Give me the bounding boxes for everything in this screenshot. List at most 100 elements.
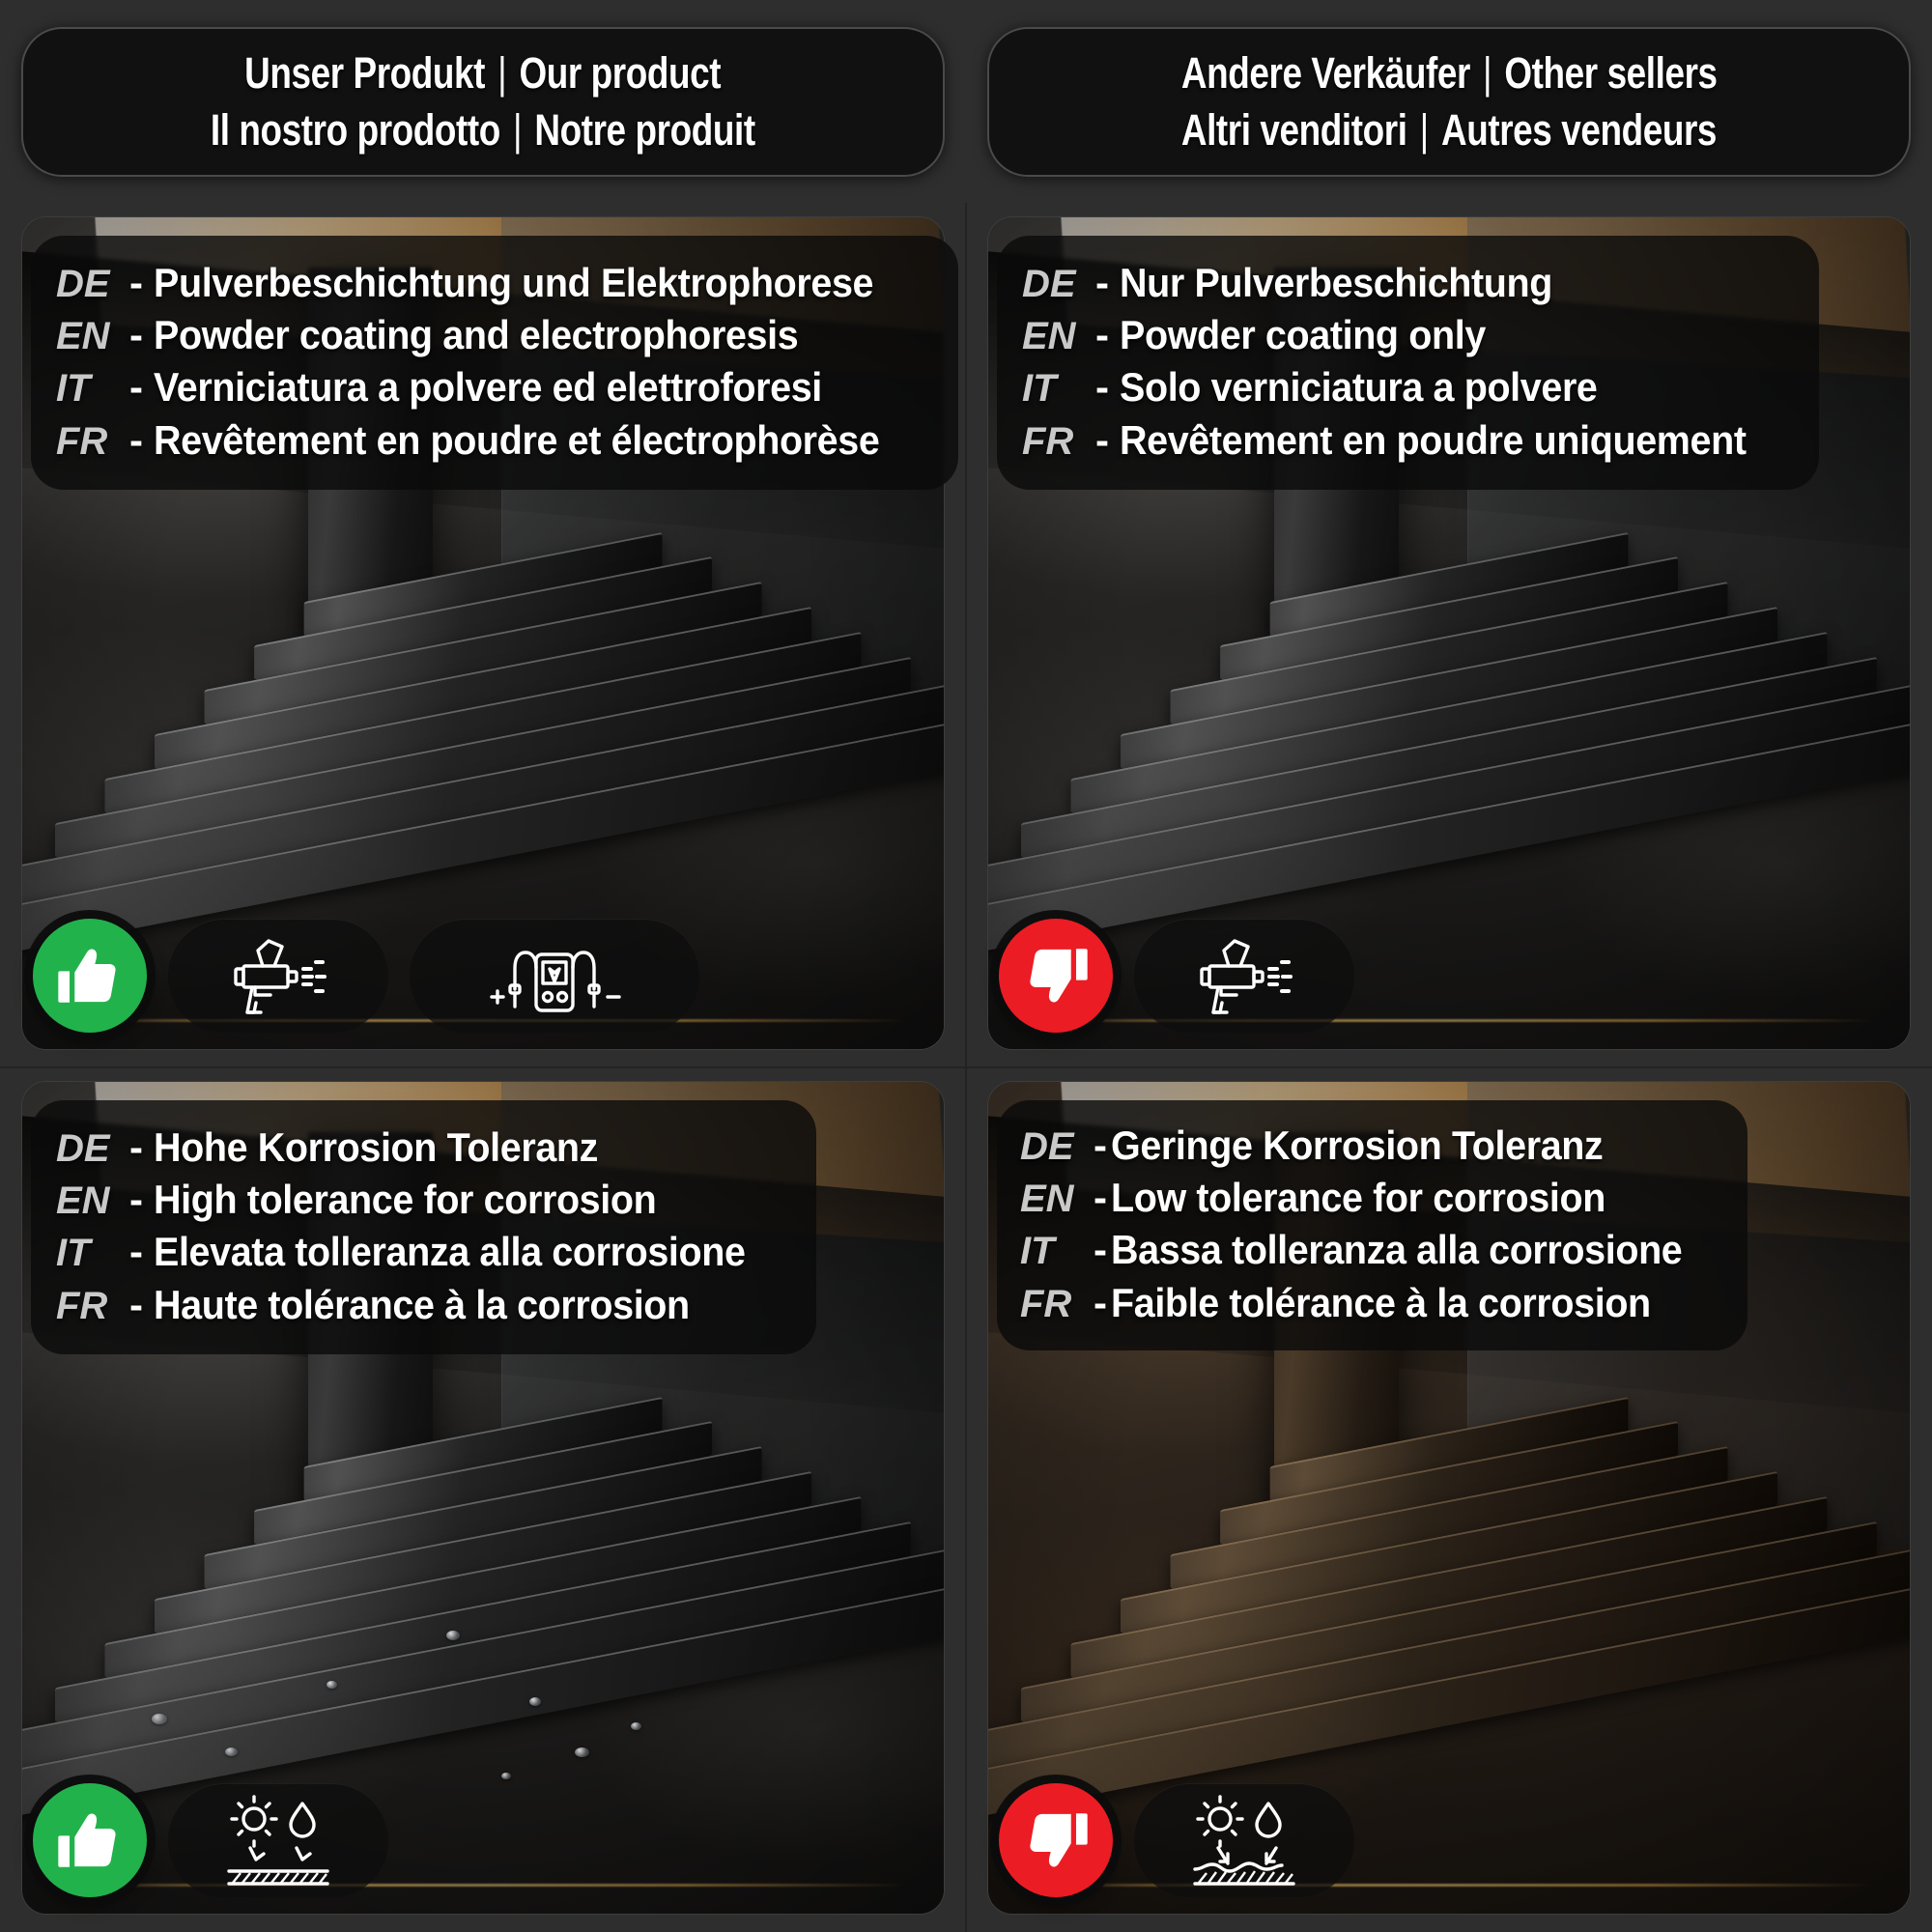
feature-line: EN - Low tolerance for corrosion	[1020, 1172, 1719, 1224]
our-product-title-pill: Unser Produkt | Our product Il nostro prod…	[21, 26, 945, 177]
line-dash: -	[1094, 1279, 1107, 1325]
feature-text-it: Solo verniciatura a polvere	[1120, 364, 1598, 411]
feature-text-panel-ours-corrosion: DE - Hohe Korrosion Toleranz EN - High t…	[31, 1100, 816, 1354]
icon-strip-theirs-coating	[999, 919, 1354, 1033]
spray-gun-icon	[1200, 939, 1293, 1014]
title-separator: |	[513, 105, 523, 155]
icon-pill-spray-gun	[168, 919, 388, 1033]
feature-text-panel-theirs-corrosion: DE - Geringe Korrosion Toleranz EN - Low…	[997, 1100, 1748, 1350]
feature-text-en: Powder coating and electrophoresis	[154, 312, 799, 358]
language-code-en: EN	[56, 315, 110, 358]
feature-line: DE - Hohe Korrosion Toleranz	[56, 1122, 783, 1174]
feature-text-fr: Haute tolérance à la corrosion	[154, 1281, 690, 1327]
our-product-title-line-1: Unser Produkt | Our product	[244, 44, 721, 101]
icon-strip-ours-coating	[33, 919, 699, 1033]
feature-text-en: Powder coating only	[1120, 312, 1486, 358]
quadrant-ours-corrosion: DE - Hohe Korrosion Toleranz EN - High t…	[0, 1067, 966, 1932]
feature-line: DE - Nur Pulverbeschichtung	[1022, 257, 1786, 309]
language-code-en: EN	[1022, 315, 1076, 358]
our-product-title-de: Unser Produkt	[244, 47, 486, 98]
water-droplet	[528, 1697, 541, 1707]
icon-pill-weather-resistant	[168, 1783, 388, 1897]
water-droplet	[575, 1747, 590, 1757]
other-sellers-title-de: Andere Verkäufer	[1180, 47, 1470, 98]
weather-resistant-surface-icon	[227, 1795, 329, 1886]
icon-strip-theirs-corrosion	[999, 1783, 1354, 1897]
feature-line: IT - Solo verniciatura a polvere	[1022, 361, 1786, 413]
header-row: Unser Produkt | Our product Il nostro prod…	[0, 0, 1932, 203]
comparison-grid: DE - Pulverbeschichtung und Elektrophore…	[0, 203, 1932, 1932]
feature-text-fr: Revêtement en poudre et électrophorèse	[154, 416, 880, 463]
horizontal-divider	[0, 1066, 1932, 1068]
verdict-badge-negative	[999, 1783, 1113, 1897]
title-separator: |	[497, 47, 508, 98]
icon-pill-spray-gun	[1134, 919, 1354, 1033]
language-code-en: EN	[56, 1179, 110, 1223]
gold-highlight-rim	[1025, 1019, 1873, 1023]
feature-text-panel-theirs-coating: DE - Nur Pulverbeschichtung EN - Powder …	[997, 236, 1820, 490]
feature-line: EN - Powder coating and electrophoresis	[56, 309, 925, 361]
line-dash: -	[1095, 364, 1109, 411]
feature-text-fr: Faible tolérance à la corrosion	[1111, 1279, 1651, 1325]
feature-text-it: Elevata tolleranza alla corrosione	[154, 1229, 746, 1275]
other-sellers-title-line-2: Altri venditori | Autres vendeurs	[1180, 101, 1718, 158]
line-dash: -	[129, 416, 143, 463]
feature-text-fr: Revêtement en poudre uniquement	[1120, 416, 1747, 463]
line-dash: -	[129, 364, 143, 411]
line-dash: -	[1095, 416, 1109, 463]
title-separator: |	[1419, 105, 1430, 155]
line-dash: -	[129, 1281, 143, 1327]
line-dash: -	[129, 312, 143, 358]
feature-line: FR - Haute tolérance à la corrosion	[56, 1279, 783, 1331]
language-code-de: DE	[56, 1127, 110, 1170]
feature-line: EN - High tolerance for corrosion	[56, 1174, 783, 1226]
verdict-badge-positive	[33, 1783, 147, 1897]
language-code-en: EN	[1020, 1178, 1074, 1221]
verdict-badge-positive	[33, 919, 147, 1033]
other-sellers-title-fr: Autres vendeurs	[1441, 105, 1718, 155]
electrophoresis-power-supply-icon	[490, 951, 621, 1012]
our-product-title-line-2: Il nostro prodotto | Notre produit	[211, 101, 755, 158]
language-code-de: DE	[1020, 1125, 1074, 1168]
language-code-fr: FR	[56, 1284, 108, 1327]
feature-line: IT - Verniciatura a polvere ed elettrofo…	[56, 361, 925, 413]
other-sellers-title-pill: Andere Verkäufer | Other sellers Altri ven…	[987, 26, 1911, 177]
thumbs-up-icon	[58, 949, 116, 1003]
language-code-it: IT	[1022, 367, 1057, 411]
icon-strip-ours-corrosion	[33, 1783, 388, 1897]
thumbs-up-icon	[58, 1813, 116, 1867]
water-droplet	[630, 1721, 641, 1730]
language-code-de: DE	[56, 263, 110, 305]
feature-text-de: Pulverbeschichtung und Elektrophorese	[154, 260, 874, 305]
feature-text-it: Verniciatura a polvere ed elettroforesi	[154, 364, 822, 411]
language-code-fr: FR	[1022, 419, 1074, 463]
quadrant-theirs-coating: DE - Nur Pulverbeschichtung EN - Powder …	[966, 203, 1932, 1067]
icon-pill-weather-damaged	[1134, 1783, 1354, 1897]
language-code-fr: FR	[1020, 1282, 1072, 1325]
line-dash: -	[1094, 1227, 1107, 1273]
thumbs-down-icon	[1030, 1813, 1088, 1867]
line-dash: -	[1095, 260, 1109, 305]
spray-gun-icon	[234, 939, 327, 1014]
weather-damaged-surface-icon	[1193, 1795, 1295, 1886]
feature-line: FR - Revêtement en poudre et électrophor…	[56, 414, 925, 467]
other-sellers-title-it: Altri venditori	[1180, 105, 1407, 155]
feature-text-de: Geringe Korrosion Toleranz	[1111, 1122, 1604, 1168]
feature-text-it: Bassa tolleranza alla corrosione	[1111, 1227, 1683, 1273]
line-dash: -	[1094, 1175, 1107, 1221]
feature-line: FR - Faible tolérance à la corrosion	[1020, 1277, 1719, 1329]
feature-line: DE - Pulverbeschichtung und Elektrophore…	[56, 257, 925, 309]
feature-line: IT - Bassa tolleranza alla corrosione	[1020, 1224, 1719, 1276]
feature-text-de: Hohe Korrosion Toleranz	[154, 1124, 599, 1170]
water-droplet	[224, 1747, 238, 1756]
feature-text-en: High tolerance for corrosion	[154, 1177, 657, 1223]
water-droplet	[326, 1680, 337, 1689]
feature-text-panel-ours-coating: DE - Pulverbeschichtung und Elektrophore…	[31, 236, 959, 490]
gold-highlight-rim	[59, 1884, 907, 1888]
line-dash: -	[1095, 312, 1109, 358]
language-code-de: DE	[1022, 263, 1076, 305]
language-code-it: IT	[56, 1232, 91, 1275]
title-separator: |	[1482, 47, 1492, 98]
other-sellers-title-line-1: Andere Verkäufer | Other sellers	[1181, 44, 1718, 101]
